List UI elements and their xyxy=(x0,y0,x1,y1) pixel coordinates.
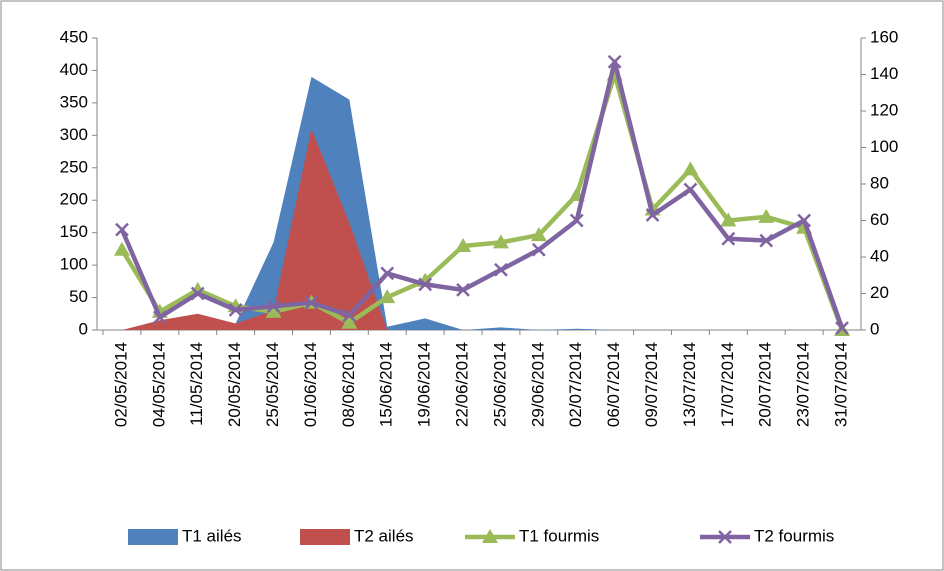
x-tick-label: 04/05/2014 xyxy=(149,342,168,427)
marker xyxy=(304,295,319,310)
legend-label: T1 ailés xyxy=(182,526,242,545)
marker xyxy=(113,241,130,256)
marker xyxy=(265,303,282,318)
marker xyxy=(683,182,698,197)
marker xyxy=(645,208,660,222)
marker xyxy=(190,286,205,301)
marker xyxy=(721,231,736,246)
marker xyxy=(835,321,849,336)
y2-tick-label: 20 xyxy=(870,283,889,302)
line xyxy=(119,59,845,329)
y2-tick-label: 140 xyxy=(870,64,898,83)
y-tick-label: 300 xyxy=(60,125,88,144)
x-tick-label: 11/05/2014 xyxy=(187,342,206,426)
x-tick-label: 23/07/2014 xyxy=(794,342,813,427)
y2-tick-label: 120 xyxy=(870,100,898,119)
y-tick-label: 100 xyxy=(60,255,88,274)
legend-label: T2 fourmis xyxy=(754,526,834,545)
y2-tick-label: 40 xyxy=(870,246,889,265)
marker xyxy=(380,266,395,281)
marker xyxy=(758,208,775,223)
marker xyxy=(115,222,129,237)
x-tick-label: 02/07/2014 xyxy=(566,342,585,427)
marker xyxy=(531,242,546,257)
y2-tick-label: 80 xyxy=(870,173,889,192)
legend-label: T2 ailés xyxy=(354,526,414,545)
y-tick-label: 150 xyxy=(60,222,88,241)
marker xyxy=(569,213,584,228)
legend-marker xyxy=(482,529,498,543)
marker xyxy=(418,277,433,292)
marker xyxy=(228,303,243,317)
x-tick-label: 08/06/2014 xyxy=(339,342,358,427)
y-tick-label: 250 xyxy=(60,157,88,176)
legend-marker xyxy=(718,530,732,544)
x-tick-label: 09/07/2014 xyxy=(642,342,661,427)
y2-tick-label: 60 xyxy=(870,210,889,229)
marker xyxy=(720,212,737,227)
y2-tick-label: 0 xyxy=(870,319,879,338)
marker xyxy=(455,238,472,253)
x-tick-label: 20/07/2014 xyxy=(756,342,775,427)
marker xyxy=(152,310,167,325)
y-tick-label: 350 xyxy=(60,92,88,111)
marker xyxy=(189,281,206,296)
marker xyxy=(759,233,774,248)
x-tick-label: 22/06/2014 xyxy=(453,342,472,427)
y-tick-label: 450 xyxy=(60,27,88,46)
y2-tick-label: 160 xyxy=(870,27,898,46)
x-tick-label: 29/06/2014 xyxy=(528,342,547,427)
x-tick-label: 31/07/2014 xyxy=(832,342,851,427)
marker xyxy=(607,54,622,69)
marker xyxy=(494,262,508,277)
legend-label: T1 fourmis xyxy=(519,526,599,545)
marker xyxy=(492,234,509,249)
y2-tick-label: 100 xyxy=(870,137,898,156)
x-tick-label: 25/05/2014 xyxy=(263,342,282,427)
marker xyxy=(266,299,281,314)
marker xyxy=(682,161,699,176)
y-tick-label: 50 xyxy=(69,287,88,306)
x-tick-label: 20/05/2014 xyxy=(225,342,244,427)
x-tick-label: 01/06/2014 xyxy=(301,342,320,427)
y-tick-label: 0 xyxy=(79,319,88,338)
x-tick-label: 15/06/2014 xyxy=(377,342,396,427)
marker xyxy=(341,314,358,329)
legend-swatch xyxy=(128,529,178,545)
x-tick-label: 17/07/2014 xyxy=(718,342,737,427)
area xyxy=(121,128,843,330)
x-tick-label: 02/05/2014 xyxy=(111,342,130,427)
x-tick-label: 25/06/2014 xyxy=(490,342,509,427)
x-tick-label: 06/07/2014 xyxy=(604,342,623,427)
legend-swatch xyxy=(300,529,350,545)
marker xyxy=(797,213,812,228)
x-tick-label: 19/06/2014 xyxy=(415,342,434,427)
marker xyxy=(379,289,396,304)
y-tick-label: 200 xyxy=(60,190,88,209)
marker xyxy=(456,282,470,297)
x-tick-label: 13/07/2014 xyxy=(680,342,699,427)
y-tick-label: 400 xyxy=(60,60,88,79)
marker xyxy=(530,227,547,242)
marker xyxy=(342,308,357,323)
